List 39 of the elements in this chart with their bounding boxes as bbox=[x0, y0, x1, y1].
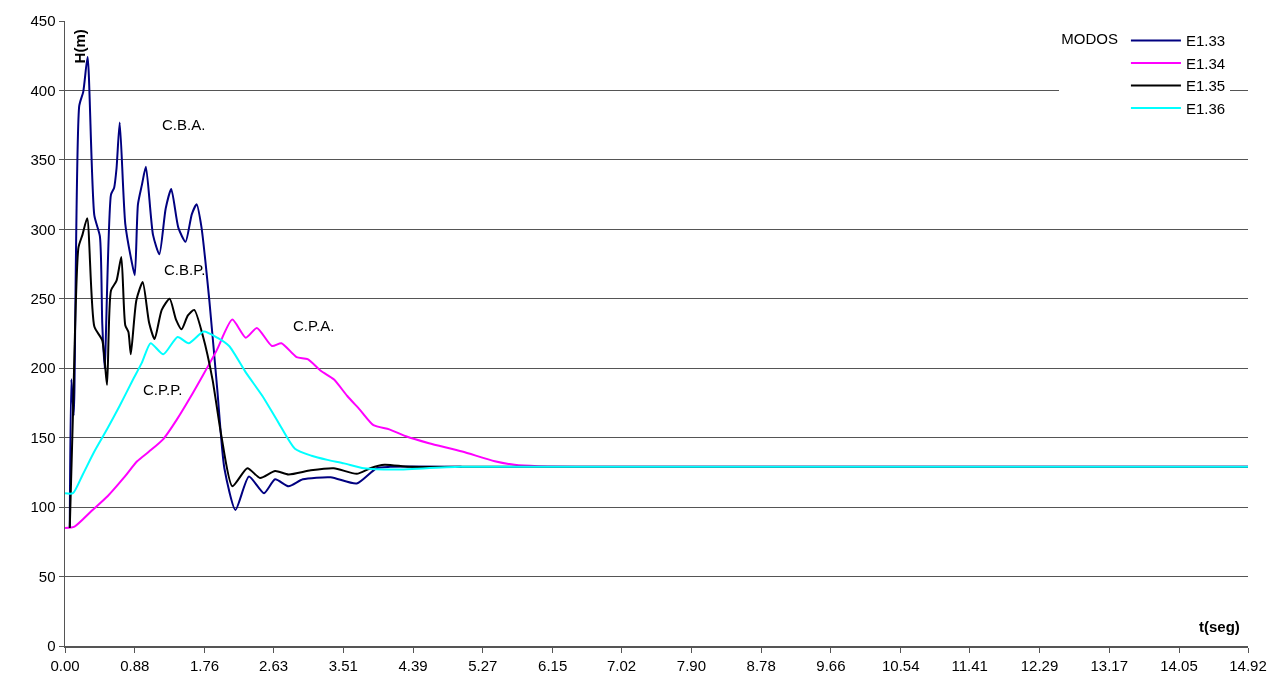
x-tick-label: 0.00 bbox=[50, 656, 80, 674]
legend-label: E1.35 bbox=[1185, 77, 1226, 95]
annotation: C.P.A. bbox=[293, 317, 335, 334]
y-tick-label: 150 bbox=[30, 428, 56, 446]
legend-label: E1.36 bbox=[1185, 99, 1226, 117]
annotation: C.B.A. bbox=[162, 116, 206, 133]
x-axis-title: t(seg) bbox=[1199, 618, 1240, 635]
x-tick-label: 3.51 bbox=[328, 656, 358, 674]
y-tick-label: 450 bbox=[30, 12, 56, 30]
y-tick-label: 400 bbox=[30, 81, 56, 99]
x-tick-label: 7.90 bbox=[676, 656, 706, 674]
y-tick-label: 100 bbox=[30, 498, 56, 516]
y-tick-label: 300 bbox=[30, 220, 56, 238]
y-axis-title: H(m) bbox=[70, 29, 88, 64]
legend-title: MODOS bbox=[1061, 29, 1118, 47]
x-tick-label: 14.92 bbox=[1229, 656, 1267, 674]
x-tick-label: 1.76 bbox=[189, 656, 220, 674]
x-tick-label: 5.27 bbox=[468, 656, 498, 674]
x-tick-label: 2.63 bbox=[258, 656, 289, 674]
x-tick-label: 0.88 bbox=[120, 656, 150, 674]
x-tick-label: 12.29 bbox=[1020, 656, 1059, 674]
x-tick-label: 7.02 bbox=[607, 656, 637, 674]
legend-label: E1.33 bbox=[1185, 32, 1226, 50]
x-tick-label: 10.54 bbox=[881, 656, 920, 674]
annotation: C.P.P. bbox=[143, 381, 183, 398]
legend-label: E1.34 bbox=[1185, 54, 1226, 72]
x-tick-label: 9.66 bbox=[816, 656, 846, 674]
x-tick-label: 13.17 bbox=[1090, 656, 1129, 674]
y-tick-label: 200 bbox=[30, 359, 56, 377]
annotation: C.B.P. bbox=[164, 261, 206, 278]
y-tick-label: 250 bbox=[30, 290, 56, 308]
y-tick-label: 50 bbox=[38, 567, 56, 585]
y-tick-label: 350 bbox=[30, 151, 56, 169]
x-tick-label: 4.39 bbox=[398, 656, 428, 674]
y-tick-label: 0 bbox=[47, 637, 56, 655]
x-tick-label: 8.78 bbox=[746, 656, 776, 674]
x-tick-label: 14.05 bbox=[1160, 656, 1198, 674]
x-tick-label: 11.41 bbox=[951, 656, 988, 674]
x-tick-label: 6.15 bbox=[538, 656, 568, 674]
